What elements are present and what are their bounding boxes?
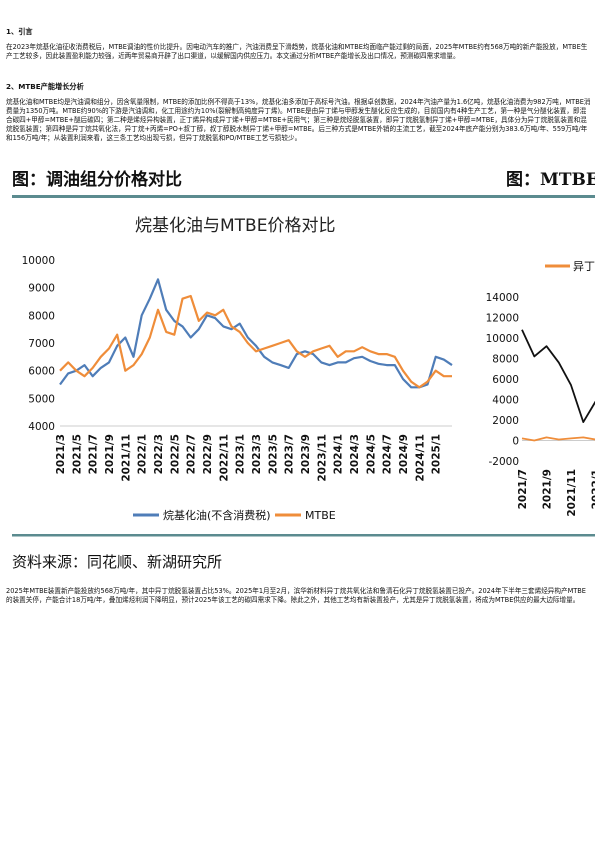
- series-line-1: [59, 278, 453, 389]
- x-tick-label: 2021/3: [55, 434, 67, 474]
- x-tick-label: 2024/1: [333, 434, 345, 474]
- x-tick-label: 2023/9: [300, 434, 312, 474]
- price-chart-left: 烷基化油与MTBE价格对比 4000 5000 6000 7000 8000 9000 10…: [22, 216, 453, 522]
- price-chart-right: -2000 0 2000 4000 6000 8000 10000 12000 14000 20…: [486, 260, 595, 517]
- source-rule: [12, 534, 595, 537]
- legend-label: 异丁: [573, 260, 595, 273]
- y-tick-label: 4000: [28, 421, 55, 433]
- x-tick-label: 2021/9: [542, 469, 554, 509]
- x-tick-label: 2022/3: [153, 434, 165, 474]
- series-line-1: [521, 436, 595, 442]
- section-heading: 2、MTBE产能增长分析: [6, 82, 84, 91]
- x-tick-label: 2025/1: [431, 434, 443, 474]
- figure-caption-right: 图：MTBE: [506, 170, 595, 190]
- x-tick-label: 2022/7: [186, 434, 198, 474]
- y-tick-label: 7000: [28, 338, 55, 350]
- x-tick-label: 2024/9: [398, 434, 410, 474]
- x-tick-label: 2022/11: [218, 434, 230, 482]
- y-tick-label: 10000: [22, 255, 55, 267]
- legend-label: MTBE: [305, 509, 336, 522]
- figure-canvas: 图：调油组分价格对比 图：MTBE 资料来源：同花顺、新湖研究所 烷基化油与MT…: [12, 169, 595, 571]
- x-tick-label: 2024/3: [349, 434, 361, 474]
- x-tick-label: 2021/7: [517, 469, 529, 509]
- x-tick-label: 2021/5: [71, 434, 83, 474]
- figure-caption-left: 图：调油组分价格对比: [12, 169, 182, 190]
- figure: 图：调油组分价格对比 图：MTBE 资料来源：同花顺、新湖研究所 烷基化油与MT…: [0, 160, 595, 580]
- y-tick-label: 0: [512, 436, 519, 448]
- x-tick-label: 2022/1: [137, 434, 149, 474]
- y-tick-label: 6000: [492, 374, 519, 386]
- x-tick-label: 2023/7: [284, 434, 296, 474]
- y-tick-label: 6000: [28, 366, 55, 378]
- section-paragraph: 在2023年烷基化油征收消费税后，MTBE调油的性价比提升。因电动汽车的推广，汽…: [6, 43, 588, 60]
- x-tick-label: 2023/11: [316, 434, 328, 482]
- y-tick-label: 14000: [486, 292, 519, 304]
- x-tick-label: 2021/11: [566, 469, 578, 517]
- x-tick-label: 2024/11: [414, 434, 426, 482]
- x-tick-label: 2023/5: [267, 434, 279, 474]
- series-line-2: [59, 294, 452, 389]
- section-heading: 1、引言: [6, 27, 33, 36]
- series-line-2: [521, 329, 595, 424]
- section-paragraph: 2025年MTBE装置新产能投放约568万吨/年，其中异丁烷脱氢装置占比53%。…: [6, 587, 586, 604]
- y-tick-label: 5000: [28, 393, 55, 405]
- y-tick-label: 8000: [492, 354, 519, 366]
- y-tick-label: 9000: [28, 283, 55, 295]
- legend-label: 烷基化油(不含消费税): [163, 508, 271, 522]
- x-tick-label: 2023/3: [251, 434, 263, 474]
- x-tick-label: 2021/11: [120, 434, 132, 482]
- y-tick-label: -2000: [488, 456, 519, 468]
- y-tick-label: 2000: [492, 415, 519, 427]
- x-tick-label: 2022/9: [202, 434, 214, 474]
- source-note: 资料来源：同花顺、新湖研究所: [12, 553, 222, 571]
- y-tick-label: 4000: [492, 395, 519, 407]
- y-tick-label: 12000: [486, 313, 519, 325]
- y-tick-label: 8000: [28, 310, 55, 322]
- x-tick-label: 2024/7: [382, 434, 394, 474]
- x-tick-label: 2022/1: [591, 469, 595, 509]
- x-tick-label: 2021/7: [88, 434, 100, 474]
- caption-rule: [12, 195, 595, 198]
- y-tick-label: 10000: [486, 333, 519, 345]
- x-tick-label: 2023/1: [235, 434, 247, 474]
- chart-title: 烷基化油与MTBE价格对比: [135, 216, 335, 236]
- section-paragraph: 烷基化油和MTBE均是汽油调和组分，因含氧量限制，MTBE的添加比例不得高于13…: [6, 98, 591, 142]
- x-tick-label: 2021/9: [104, 434, 116, 474]
- x-tick-label: 2024/5: [365, 434, 377, 474]
- x-tick-label: 2022/5: [169, 434, 181, 474]
